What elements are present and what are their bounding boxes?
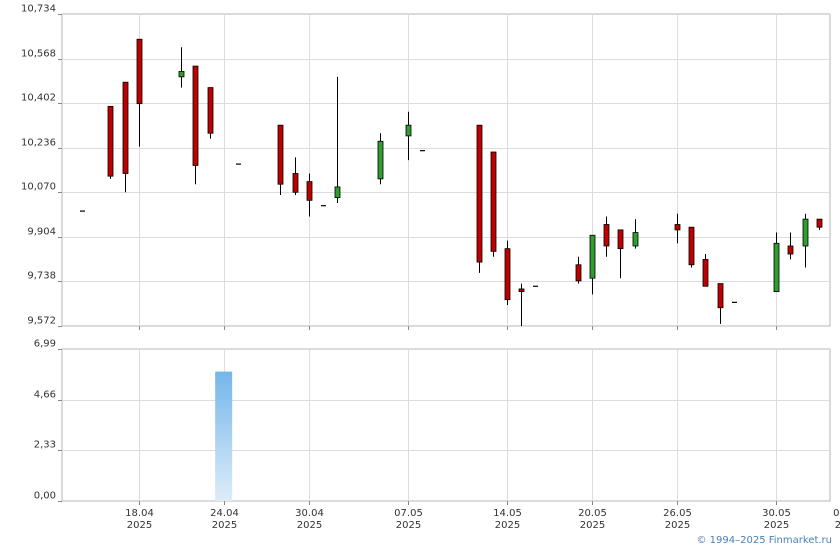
x-tick-date-label: 14.05 xyxy=(493,508,522,519)
candle xyxy=(603,216,610,257)
candle xyxy=(476,124,483,273)
panel-frames xyxy=(61,13,831,502)
candle-body xyxy=(575,264,582,282)
volume-panel xyxy=(215,371,233,501)
candle-body xyxy=(122,81,129,174)
candle-body xyxy=(476,124,483,263)
candle-body xyxy=(178,71,185,78)
candle xyxy=(277,124,284,195)
candle xyxy=(717,283,724,324)
candle xyxy=(575,256,582,284)
candle xyxy=(292,157,299,195)
x-tick-date-label: 26.05 xyxy=(663,508,692,519)
candle xyxy=(107,105,114,179)
x-tick-year-label: 2025 xyxy=(764,520,789,531)
x-tick-date-label: 18.04 xyxy=(125,508,154,519)
volume-tick-label: 2,33 xyxy=(34,440,56,451)
candle xyxy=(702,254,709,287)
x-tick-year-label: 2025 xyxy=(396,520,421,531)
price-tick-label: 10,070 xyxy=(21,182,56,193)
candle xyxy=(787,232,794,260)
candle-body xyxy=(617,229,624,250)
price-tick-label: 10,568 xyxy=(21,49,56,60)
candle-body xyxy=(816,218,823,228)
x-tick-year-label: 2025 xyxy=(495,520,520,531)
candle-body xyxy=(377,140,384,180)
candle xyxy=(207,87,214,139)
candle-body xyxy=(107,105,114,177)
candle xyxy=(490,151,497,257)
price-tick-label: 10,734 xyxy=(21,4,56,15)
candle-body xyxy=(518,288,525,293)
x-tick-year-label: 2025 xyxy=(835,520,840,531)
x-tick-date-label: 30.05 xyxy=(762,508,791,519)
candle xyxy=(674,213,681,244)
candle-body xyxy=(334,186,341,199)
candle xyxy=(816,218,823,230)
candle-body xyxy=(674,224,681,231)
copyright-credit: © 1994–2025 Finmarket.ru xyxy=(696,535,832,546)
candle-body xyxy=(192,65,199,166)
candle xyxy=(405,111,412,161)
axis-labels: 10,734 10,568 10,402 10,236 10,070 9,904 9,738… xyxy=(21,4,840,532)
candle xyxy=(377,133,384,185)
candle-body xyxy=(802,218,809,247)
x-tick-date-label: 30.04 xyxy=(295,508,324,519)
candle-body xyxy=(787,245,794,255)
volume-tick-label: 0,00 xyxy=(34,491,56,502)
candle xyxy=(136,38,143,147)
candle-body xyxy=(717,283,724,309)
grid-layer xyxy=(58,14,830,505)
candle-body xyxy=(306,181,313,201)
price-panel-frame xyxy=(61,13,831,327)
volume-tick-label: 6,99 xyxy=(34,339,56,350)
candle-body xyxy=(632,232,639,247)
x-tick-date-label: 05.06 xyxy=(833,508,840,519)
candle xyxy=(773,232,780,293)
x-tick-year-label: 2025 xyxy=(665,520,690,531)
candle-body xyxy=(490,151,497,252)
candle-body xyxy=(207,87,214,134)
candle xyxy=(306,173,313,217)
candle xyxy=(122,81,129,193)
price-panel xyxy=(80,38,823,326)
candle xyxy=(688,226,695,268)
candle-body xyxy=(405,124,412,137)
candle xyxy=(589,234,596,295)
price-tick-label: 9,904 xyxy=(27,227,56,238)
candle-body xyxy=(277,124,284,185)
x-tick-date-label: 24.04 xyxy=(210,508,239,519)
volume-panel-frame xyxy=(61,348,831,502)
candle xyxy=(802,213,809,268)
x-tick-year-label: 2025 xyxy=(212,520,237,531)
candle-body xyxy=(292,173,299,193)
candle xyxy=(178,47,185,88)
x-tick-year-label: 2025 xyxy=(297,520,322,531)
price-tick-label: 10,236 xyxy=(21,138,56,149)
price-tick-label: 9,738 xyxy=(27,271,56,282)
volume-tick-label: 4,66 xyxy=(34,390,56,401)
x-tick-year-label: 2025 xyxy=(580,520,605,531)
candle-body xyxy=(589,234,596,279)
candle-body xyxy=(603,224,610,247)
candle xyxy=(632,219,639,249)
x-tick-date-label: 07.05 xyxy=(394,508,423,519)
candle xyxy=(617,229,624,279)
candle-body xyxy=(504,248,511,301)
x-tick-year-label: 2025 xyxy=(127,520,152,531)
candle-body xyxy=(702,259,709,287)
candle xyxy=(518,283,525,326)
price-tick-label: 10,402 xyxy=(21,93,56,104)
price-tick-label: 9,572 xyxy=(27,316,56,327)
volume-bar xyxy=(215,371,233,501)
candle-body xyxy=(136,38,143,105)
candle xyxy=(334,76,341,204)
candle-body xyxy=(688,226,695,266)
x-tick-date-label: 20.05 xyxy=(578,508,607,519)
candle xyxy=(192,65,199,185)
candle xyxy=(504,240,511,306)
candle-body xyxy=(773,242,780,293)
